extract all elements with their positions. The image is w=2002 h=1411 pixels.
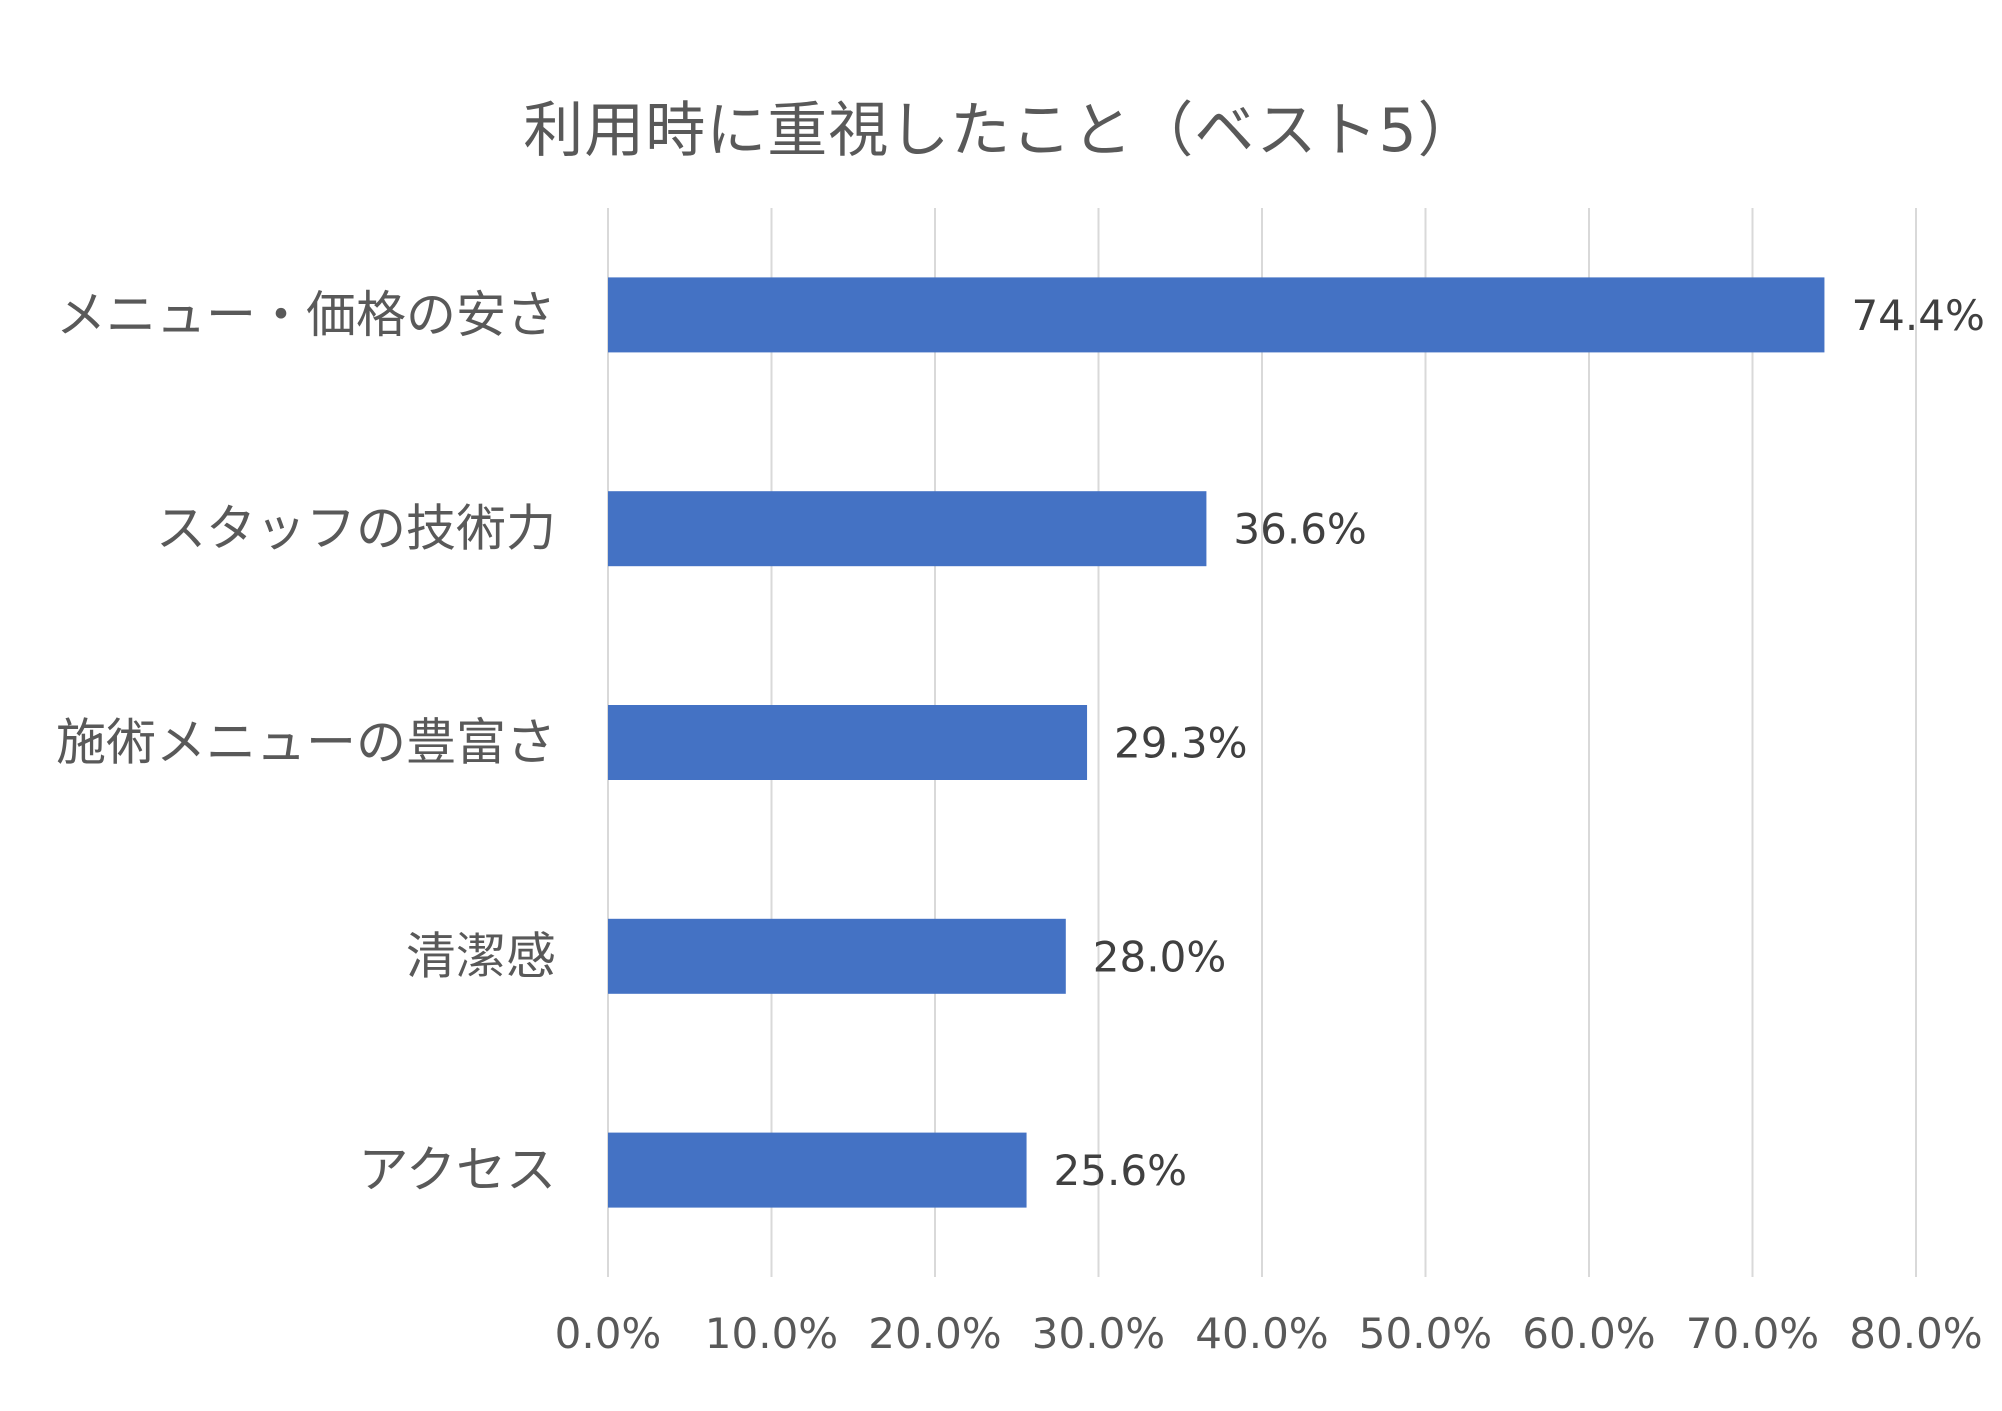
category-label: 清潔感: [406, 927, 556, 985]
category-label: アクセス: [359, 1141, 557, 1199]
chart-title: 利用時に重視したこと（ベスト5）: [523, 96, 1479, 166]
bar: [608, 277, 1825, 353]
x-tick-label: 0.0%: [555, 1309, 662, 1358]
value-label: 74.4%: [1851, 291, 1984, 340]
bar: [608, 491, 1207, 567]
category-label: 施術メニューの豊富さ: [56, 714, 556, 772]
value-labels: 74.4% 36.6% 29.3% 28.0% 25.6%: [1054, 291, 1985, 1195]
x-tick-labels: 0.0% 10.0% 20.0% 30.0% 40.0% 50.0% 60.0% 70.0% 8…: [555, 1309, 1983, 1358]
value-label: 36.6%: [1233, 505, 1366, 554]
value-label: 25.6%: [1054, 1146, 1187, 1195]
x-tick-label: 20.0%: [868, 1309, 1001, 1358]
bar: [608, 1132, 1027, 1208]
category-label: スタッフの技術力: [156, 500, 556, 558]
bar: [608, 705, 1088, 780]
x-tick-label: 50.0%: [1359, 1309, 1492, 1358]
x-tick-label: 30.0%: [1032, 1309, 1165, 1358]
bar: [608, 918, 1066, 994]
bars: [608, 277, 1825, 1208]
category-label: メニュー・価格の安さ: [56, 286, 556, 344]
x-tick-label: 70.0%: [1686, 1309, 1819, 1358]
x-tick-label: 40.0%: [1195, 1309, 1328, 1358]
value-label: 28.0%: [1093, 932, 1226, 981]
x-tick-label: 10.0%: [705, 1309, 838, 1358]
x-tick-label: 80.0%: [1849, 1309, 1982, 1358]
x-tick-label: 60.0%: [1522, 1309, 1655, 1358]
value-label: 29.3%: [1114, 719, 1247, 768]
